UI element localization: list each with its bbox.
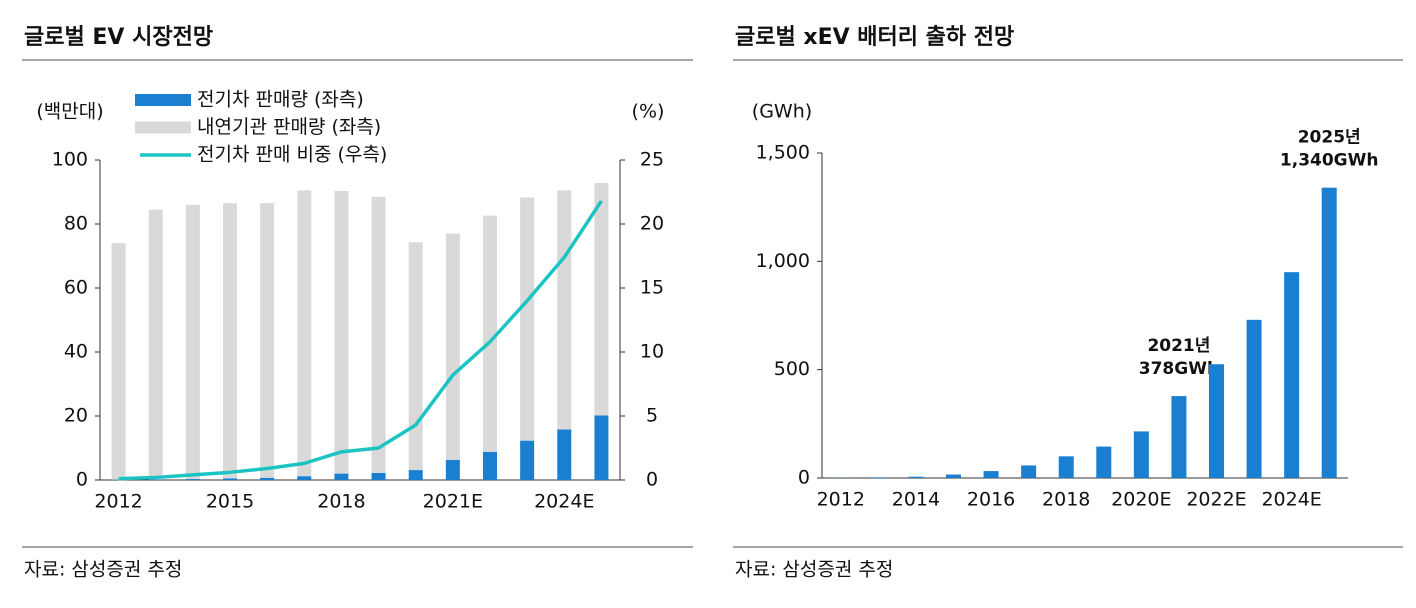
bar xyxy=(1171,396,1187,478)
y2-axis-label: (%) xyxy=(632,101,665,123)
bar xyxy=(983,471,999,478)
x-tick-label: 2020E xyxy=(1111,489,1171,511)
bar xyxy=(185,479,200,480)
bar xyxy=(334,191,349,474)
bar xyxy=(483,451,497,480)
x-tick-label: 2012 xyxy=(817,489,865,511)
x-tick-label: 2015 xyxy=(206,491,254,513)
annotation: 2021년 xyxy=(1147,336,1210,356)
bar xyxy=(870,477,886,478)
y-tick-label: 0 xyxy=(798,467,810,489)
bar xyxy=(1246,319,1262,478)
value-label: 1,340GWh xyxy=(1280,151,1379,171)
y-tick-label: 60 xyxy=(64,277,88,299)
x-tick-label: 2018 xyxy=(1042,489,1090,511)
bar xyxy=(946,474,961,478)
x-tick-label: 2022E xyxy=(1186,489,1246,511)
x-tick-label: 2021E xyxy=(423,491,483,513)
legend-label: 내연기관 판매량 (좌측) xyxy=(197,116,381,138)
bar xyxy=(223,203,237,479)
bar xyxy=(483,215,497,452)
source: 자료: 삼성증권 추정 xyxy=(735,559,893,581)
legend-label: 전기차 판매 비중 (우측) xyxy=(197,144,387,166)
bar xyxy=(445,459,460,480)
bar xyxy=(371,196,386,473)
bar xyxy=(1096,446,1112,478)
y-tick-label: 40 xyxy=(64,341,88,363)
y-tick-label: 100 xyxy=(52,149,88,171)
bar xyxy=(148,479,163,480)
legend-swatch xyxy=(135,121,191,134)
y2-tick-label: 5 xyxy=(646,405,658,427)
bar xyxy=(594,415,609,480)
bar xyxy=(1321,187,1337,478)
bar xyxy=(148,209,163,480)
y-tick-label: 1,500 xyxy=(756,142,810,164)
chart-title: 글로벌 xEV 배터리 출하 전망 xyxy=(735,25,1014,50)
line xyxy=(118,199,603,481)
x-tick-label: 2012 xyxy=(94,491,142,513)
bar xyxy=(557,190,572,430)
bar xyxy=(408,470,423,480)
bar xyxy=(1133,431,1149,478)
y-tick-label: 500 xyxy=(774,358,810,380)
bar xyxy=(185,204,200,480)
x-tick-label: 2024E xyxy=(534,491,594,513)
bar xyxy=(111,243,126,480)
y2-tick-label: 10 xyxy=(640,341,664,363)
x-tick-label: 2016 xyxy=(967,489,1015,511)
bar xyxy=(334,473,349,480)
y2-tick-label: 15 xyxy=(640,277,664,299)
bar xyxy=(594,183,609,416)
y-axis-label: (백만대) xyxy=(36,101,103,123)
y2-tick-label: 0 xyxy=(646,469,658,491)
y-tick-label: 80 xyxy=(64,213,88,235)
bar xyxy=(1284,272,1300,478)
bar xyxy=(223,478,237,480)
bar xyxy=(1021,465,1037,478)
bar xyxy=(1058,456,1074,478)
y-tick-label: 0 xyxy=(76,469,88,491)
bar xyxy=(260,477,275,480)
y2-tick-label: 25 xyxy=(640,149,664,171)
bar xyxy=(297,190,312,477)
y-tick-label: 1,000 xyxy=(756,250,810,272)
bar xyxy=(371,472,386,480)
bar xyxy=(408,242,423,471)
x-tick-label: 2014 xyxy=(892,489,940,511)
y-tick-label: 20 xyxy=(64,405,88,427)
legend-label: 전기차 판매량 (좌측) xyxy=(197,89,364,111)
annotation: 2025년 xyxy=(1298,128,1361,148)
y-axis-label: (GWh) xyxy=(752,101,812,123)
bar xyxy=(1209,364,1224,478)
bar xyxy=(520,440,535,480)
y2-tick-label: 20 xyxy=(640,213,664,235)
bar xyxy=(260,203,275,478)
bar xyxy=(445,233,460,460)
source: 자료: 삼성증권 추정 xyxy=(24,559,182,581)
bar xyxy=(557,429,572,480)
x-tick-label: 2018 xyxy=(317,491,365,513)
bar xyxy=(908,476,924,478)
legend-swatch xyxy=(135,94,191,106)
x-tick-label: 2024E xyxy=(1261,489,1321,511)
bar xyxy=(520,197,535,441)
bar xyxy=(297,476,312,480)
value-label: 378GWh xyxy=(1139,359,1219,379)
chart-title: 글로벌 EV 시장전망 xyxy=(24,25,213,50)
